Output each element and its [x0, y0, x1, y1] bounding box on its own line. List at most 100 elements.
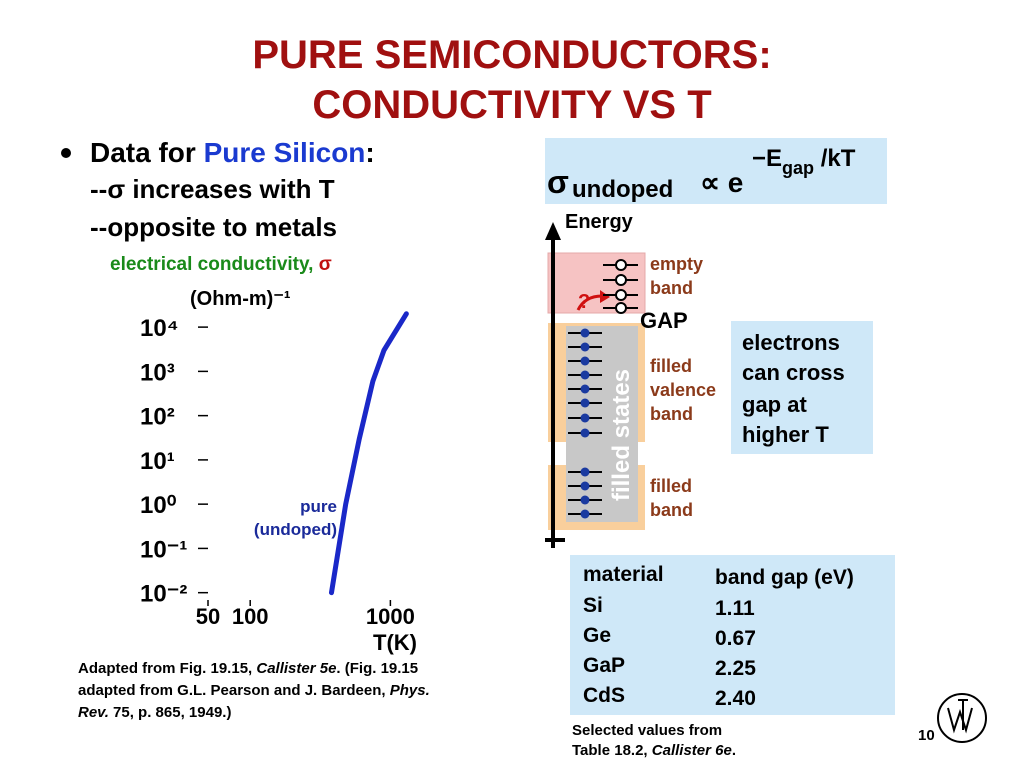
filled-states: [566, 326, 638, 522]
empty-state: [615, 274, 627, 286]
y-tick-label: 10⁻²: [140, 581, 187, 608]
table-cell-part: 0.67: [715, 627, 756, 650]
gap-arrowhead: [600, 290, 610, 303]
filled-state: [580, 356, 590, 366]
citation-part: adapted from G.L. Pearson and J. Bardeen…: [78, 682, 390, 699]
page-number-part: 10: [918, 727, 935, 744]
y-tick-label: 10²: [140, 404, 175, 431]
x-tick-label: 50: [196, 604, 220, 629]
filled-state: [580, 509, 590, 519]
table-box: [570, 555, 895, 715]
energy-arrow: [545, 222, 561, 240]
annotation-part: pure: [300, 497, 337, 516]
table-cell: 1.11: [715, 597, 755, 620]
y-tick-label: 10⁻¹: [140, 536, 187, 563]
table-header: band gap (eV): [715, 566, 854, 589]
annotation: pure: [300, 497, 337, 516]
bullet-dot: [61, 148, 71, 158]
table-cell: Ge: [583, 624, 611, 647]
logo: [937, 693, 987, 743]
table-cell-part: Ge: [583, 624, 611, 647]
title-part: CONDUCTIVITY VS T: [312, 83, 711, 127]
bullet-point-part: --opposite to metals: [90, 212, 337, 242]
table-cell-part: CdS: [583, 684, 625, 707]
empty-label-part: empty: [650, 254, 703, 274]
y-tick-label: 10³: [140, 359, 175, 386]
eq-sigma: σ: [547, 164, 569, 200]
eq-sub: undoped: [572, 176, 673, 203]
citation-part: 75: [113, 704, 130, 721]
citation-part: Rev.: [78, 704, 113, 721]
filled-label-part: band: [650, 500, 693, 520]
filled-state: [580, 413, 590, 423]
citation: adapted from G.L. Pearson and J. Bardeen…: [78, 682, 430, 699]
table-cell-part: 2.25: [715, 657, 756, 680]
empty-state: [615, 259, 627, 271]
bullet-point: --opposite to metals: [90, 212, 337, 242]
filled-label: band: [650, 500, 693, 520]
valence-label-part: band: [650, 404, 693, 424]
filled-state: [580, 495, 590, 505]
table-cell: Si: [583, 594, 603, 617]
empty-label: empty: [650, 254, 703, 274]
table-source-part: Selected values from: [572, 722, 722, 739]
gap-label-part: GAP: [640, 308, 688, 333]
table-cell: GaP: [583, 654, 625, 677]
electrons-text: higher T: [742, 422, 829, 447]
table-header: material: [583, 563, 664, 586]
citation-part: , p. 865, 1949.): [130, 704, 232, 721]
electrons-text-part: can cross: [742, 360, 845, 385]
x-tick-label: 100: [232, 604, 269, 629]
question-part: ?: [578, 291, 590, 313]
filled-state: [580, 467, 590, 477]
table-cell: CdS: [583, 684, 625, 707]
annotation: (undoped): [254, 520, 337, 539]
bullet-text: Data for Pure Silicon:: [90, 137, 375, 168]
title-part: PURE SEMICONDUCTORS:: [252, 33, 771, 77]
filled-state: [580, 428, 590, 438]
empty-label: band: [650, 278, 693, 298]
electrons-text-part: electrons: [742, 330, 840, 355]
bullet-point-part: --σ increases with T: [90, 174, 335, 204]
table-source-part: Callister 6e: [652, 742, 732, 759]
table-cell-part: 2.40: [715, 687, 756, 710]
bullet-text-part: :: [365, 137, 374, 168]
x-tick-label: 1000: [366, 604, 415, 629]
electrons-text-part: gap at: [742, 392, 807, 417]
valence-label-part: filled: [650, 356, 692, 376]
empty-band: [547, 252, 646, 314]
citation-part: Callister 5e: [256, 660, 336, 677]
bullet-point: --σ increases with T: [90, 174, 335, 204]
title: PURE SEMICONDUCTORS:: [252, 33, 771, 77]
energy-label-part: Energy: [565, 211, 634, 233]
table-cell-part: 1.11: [715, 597, 755, 620]
empty-state: [615, 302, 627, 314]
filled-state: [580, 384, 590, 394]
eq-exp-part: gap: [782, 158, 814, 178]
citation-part: Phys.: [390, 682, 430, 699]
table-cell: 2.25: [715, 657, 756, 680]
y-tick-label: 10⁴: [140, 315, 179, 342]
filled-state: [580, 342, 590, 352]
chart-title-part: electrical conductivity,: [110, 254, 319, 275]
bullet-text-part: Data for: [90, 137, 204, 168]
table-source: Selected values from: [572, 722, 722, 739]
table-header-part: band gap (eV): [715, 566, 854, 589]
y-axis-label-part: (Ohm-m)⁻¹: [190, 288, 291, 310]
electrons-box: [731, 321, 873, 454]
gap-label: GAP: [640, 308, 688, 333]
title: CONDUCTIVITY VS T: [312, 83, 711, 127]
valence-label: valence: [650, 380, 716, 400]
citation-part: . (Fig. 19.15: [336, 660, 418, 677]
x-axis-label-part: T(K): [373, 630, 417, 655]
empty-label-part: band: [650, 278, 693, 298]
y-tick-label: 10⁰: [140, 492, 177, 519]
empty-state: [615, 289, 627, 301]
eq-exp: −Egap /kT: [752, 145, 856, 178]
page-number: 10: [918, 727, 935, 744]
valence-label: filled: [650, 356, 692, 376]
electrons-text: can cross: [742, 360, 845, 385]
table-cell: 0.67: [715, 627, 756, 650]
filled-state: [580, 328, 590, 338]
